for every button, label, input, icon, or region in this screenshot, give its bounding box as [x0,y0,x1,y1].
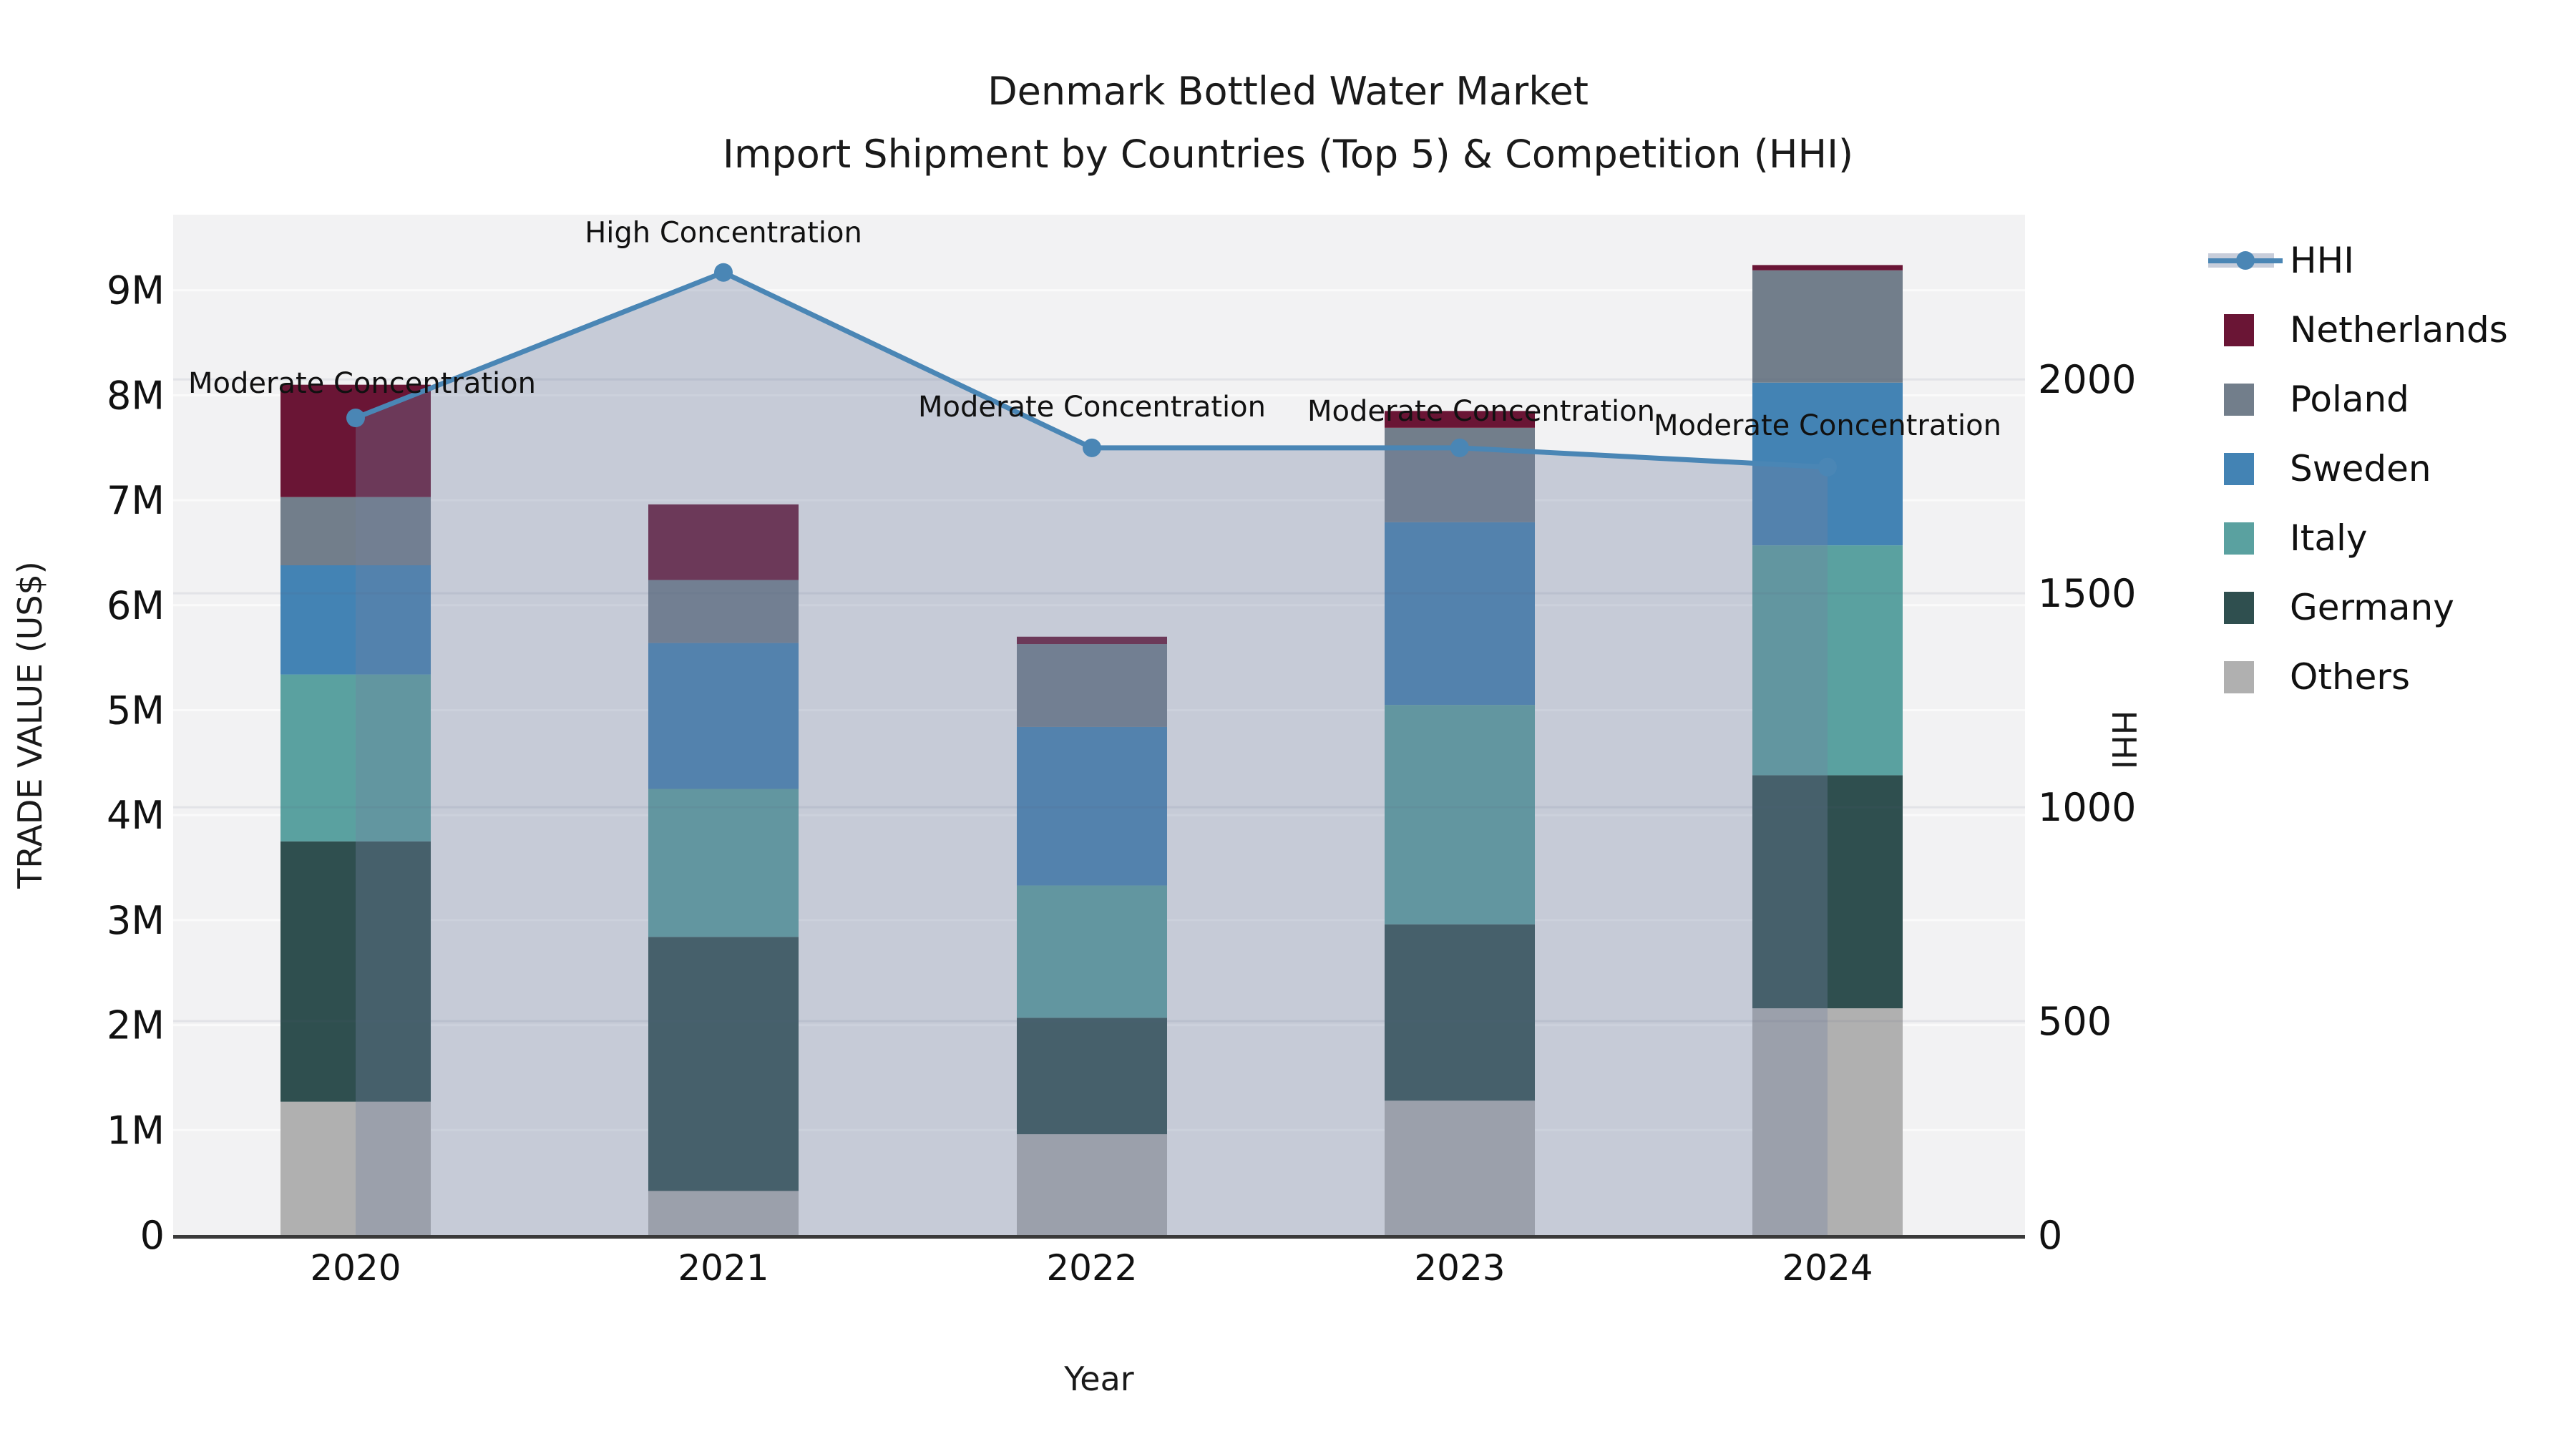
bar-segment-germany-2020 [280,841,431,1102]
y-left-tick-label: 2M [107,1003,165,1048]
bar-segment-netherlands-2021 [648,504,799,580]
y-right-tick-label: 1000 [2038,785,2136,830]
x-axis-line [173,1235,2025,1239]
y-right-tick-label: 1500 [2038,571,2136,616]
y-left-tick-label: 1M [107,1108,165,1153]
legend-swatch-icon [2208,660,2283,694]
x-tick-label-2021: 2021 [678,1247,769,1289]
bar-segment-germany-2023 [1385,924,1535,1101]
bar-segment-germany-2024 [1752,775,1903,1009]
y-right-tick-label: 0 [2038,1213,2062,1258]
bar-segment-others-2023 [1385,1101,1535,1235]
annotation-2020: Moderate Concentration [188,367,536,400]
bar-segment-italy-2024 [1752,545,1903,776]
legend-swatch-poland [2224,383,2254,416]
legend-label: Others [2290,655,2411,698]
bar-segment-italy-2021 [648,789,799,937]
bar-segment-others-2020 [280,1101,431,1235]
legend-swatch-icon [2208,313,2283,347]
legend-item-netherlands: Netherlands [2208,295,2508,364]
title-block: Denmark Bottled Water Market Import Ship… [0,60,2576,186]
bar-segment-germany-2021 [648,937,799,1191]
legend-swatch-netherlands [2224,313,2254,346]
annotation-2024: Moderate Concentration [1654,409,2001,442]
x-tick-label-2023: 2023 [1414,1247,1505,1289]
bar-segment-poland-2020 [280,497,431,566]
bar-segment-others-2024 [1752,1008,1903,1235]
legend: HHI Netherlands Poland Sweden Italy Germany Ot… [2208,225,2508,711]
x-tick-label-2022: 2022 [1046,1247,1137,1289]
y-left-tick-label: 4M [107,793,165,838]
bar-segment-poland-2024 [1752,270,1903,383]
x-tick-label-2024: 2024 [1782,1247,1873,1289]
bar-segment-sweden-2023 [1385,522,1535,706]
legend-label: Italy [2290,517,2368,559]
legend-item-others: Others [2208,642,2508,711]
y-left-tick-label: 3M [107,898,165,943]
bar-segment-netherlands-2024 [1752,265,1903,270]
annotation-2023: Moderate Concentration [1307,395,1655,428]
hhi-marker-2021 [714,263,733,282]
bar-segment-poland-2022 [1017,644,1167,727]
hhi-marker-2024 [1818,457,1837,477]
x-tick-label-2020: 2020 [310,1247,401,1289]
legend-swatch-icon [2208,452,2283,486]
bar-segment-sweden-2021 [648,643,799,789]
legend-swatch-others [2224,660,2254,693]
legend-item-hhi: HHI [2208,225,2508,295]
bar-segment-others-2021 [648,1191,799,1235]
y-axis-label-left: TRADE VALUE (US$) [11,561,49,889]
bar-segment-germany-2022 [1017,1018,1167,1135]
legend-item-germany: Germany [2208,572,2508,642]
legend-item-sweden: Sweden [2208,434,2508,503]
legend-swatch-icon [2208,521,2283,555]
legend-label: Germany [2290,586,2454,628]
bar-segment-italy-2022 [1017,885,1167,1018]
annotation-2021: High Concentration [585,217,862,250]
legend-label: Netherlands [2290,308,2508,351]
legend-swatch-icon [2208,382,2283,416]
hhi-marker-2023 [1450,438,1469,457]
legend-label: Sweden [2290,447,2431,489]
y-left-tick-label: 9M [107,268,165,313]
bar-segment-italy-2020 [280,674,431,841]
chart-title: Denmark Bottled Water Market [987,69,1589,114]
y-left-tick-label: 5M [107,688,165,733]
bar-segment-netherlands-2020 [280,384,431,497]
hhi-area-fill [356,272,1828,1235]
legend-swatch-italy [2224,522,2254,555]
legend-item-poland: Poland [2208,364,2508,434]
y-right-tick-label: 2000 [2038,357,2136,402]
y-axis-label-right: HHI [2104,710,2143,770]
chart-subtitle: Import Shipment by Countries (Top 5) & C… [722,132,1854,177]
legend-swatch-germany [2224,591,2254,624]
y-left-tick-label: 7M [107,478,165,523]
legend-label: Poland [2290,378,2409,420]
legend-item-italy: Italy [2208,503,2508,572]
hhi-marker-2022 [1083,438,1101,457]
bar-segment-italy-2023 [1385,705,1535,924]
bar-segment-poland-2021 [648,580,799,643]
y-left-tick-label: 6M [107,583,165,628]
hhi-line-marker-icon [2208,243,2283,278]
y-right-tick-label: 500 [2038,999,2112,1044]
bar-segment-netherlands-2022 [1017,636,1167,645]
legend-swatch-icon [2208,590,2283,625]
annotation-2022: Moderate Concentration [918,391,1266,424]
x-axis-label: Year [1064,1360,1134,1398]
hhi-marker-2020 [346,409,365,428]
legend-swatch-sweden [2224,452,2254,485]
bar-segment-sweden-2020 [280,565,431,675]
y-left-tick-label: 0 [140,1213,165,1258]
bar-segment-others-2022 [1017,1134,1167,1235]
y-left-tick-label: 8M [107,373,165,418]
legend-marker-dot [2236,250,2255,270]
legend-label: HHI [2290,239,2354,281]
bar-segment-sweden-2022 [1017,726,1167,886]
bar-segment-netherlands-2023 [1385,411,1535,428]
